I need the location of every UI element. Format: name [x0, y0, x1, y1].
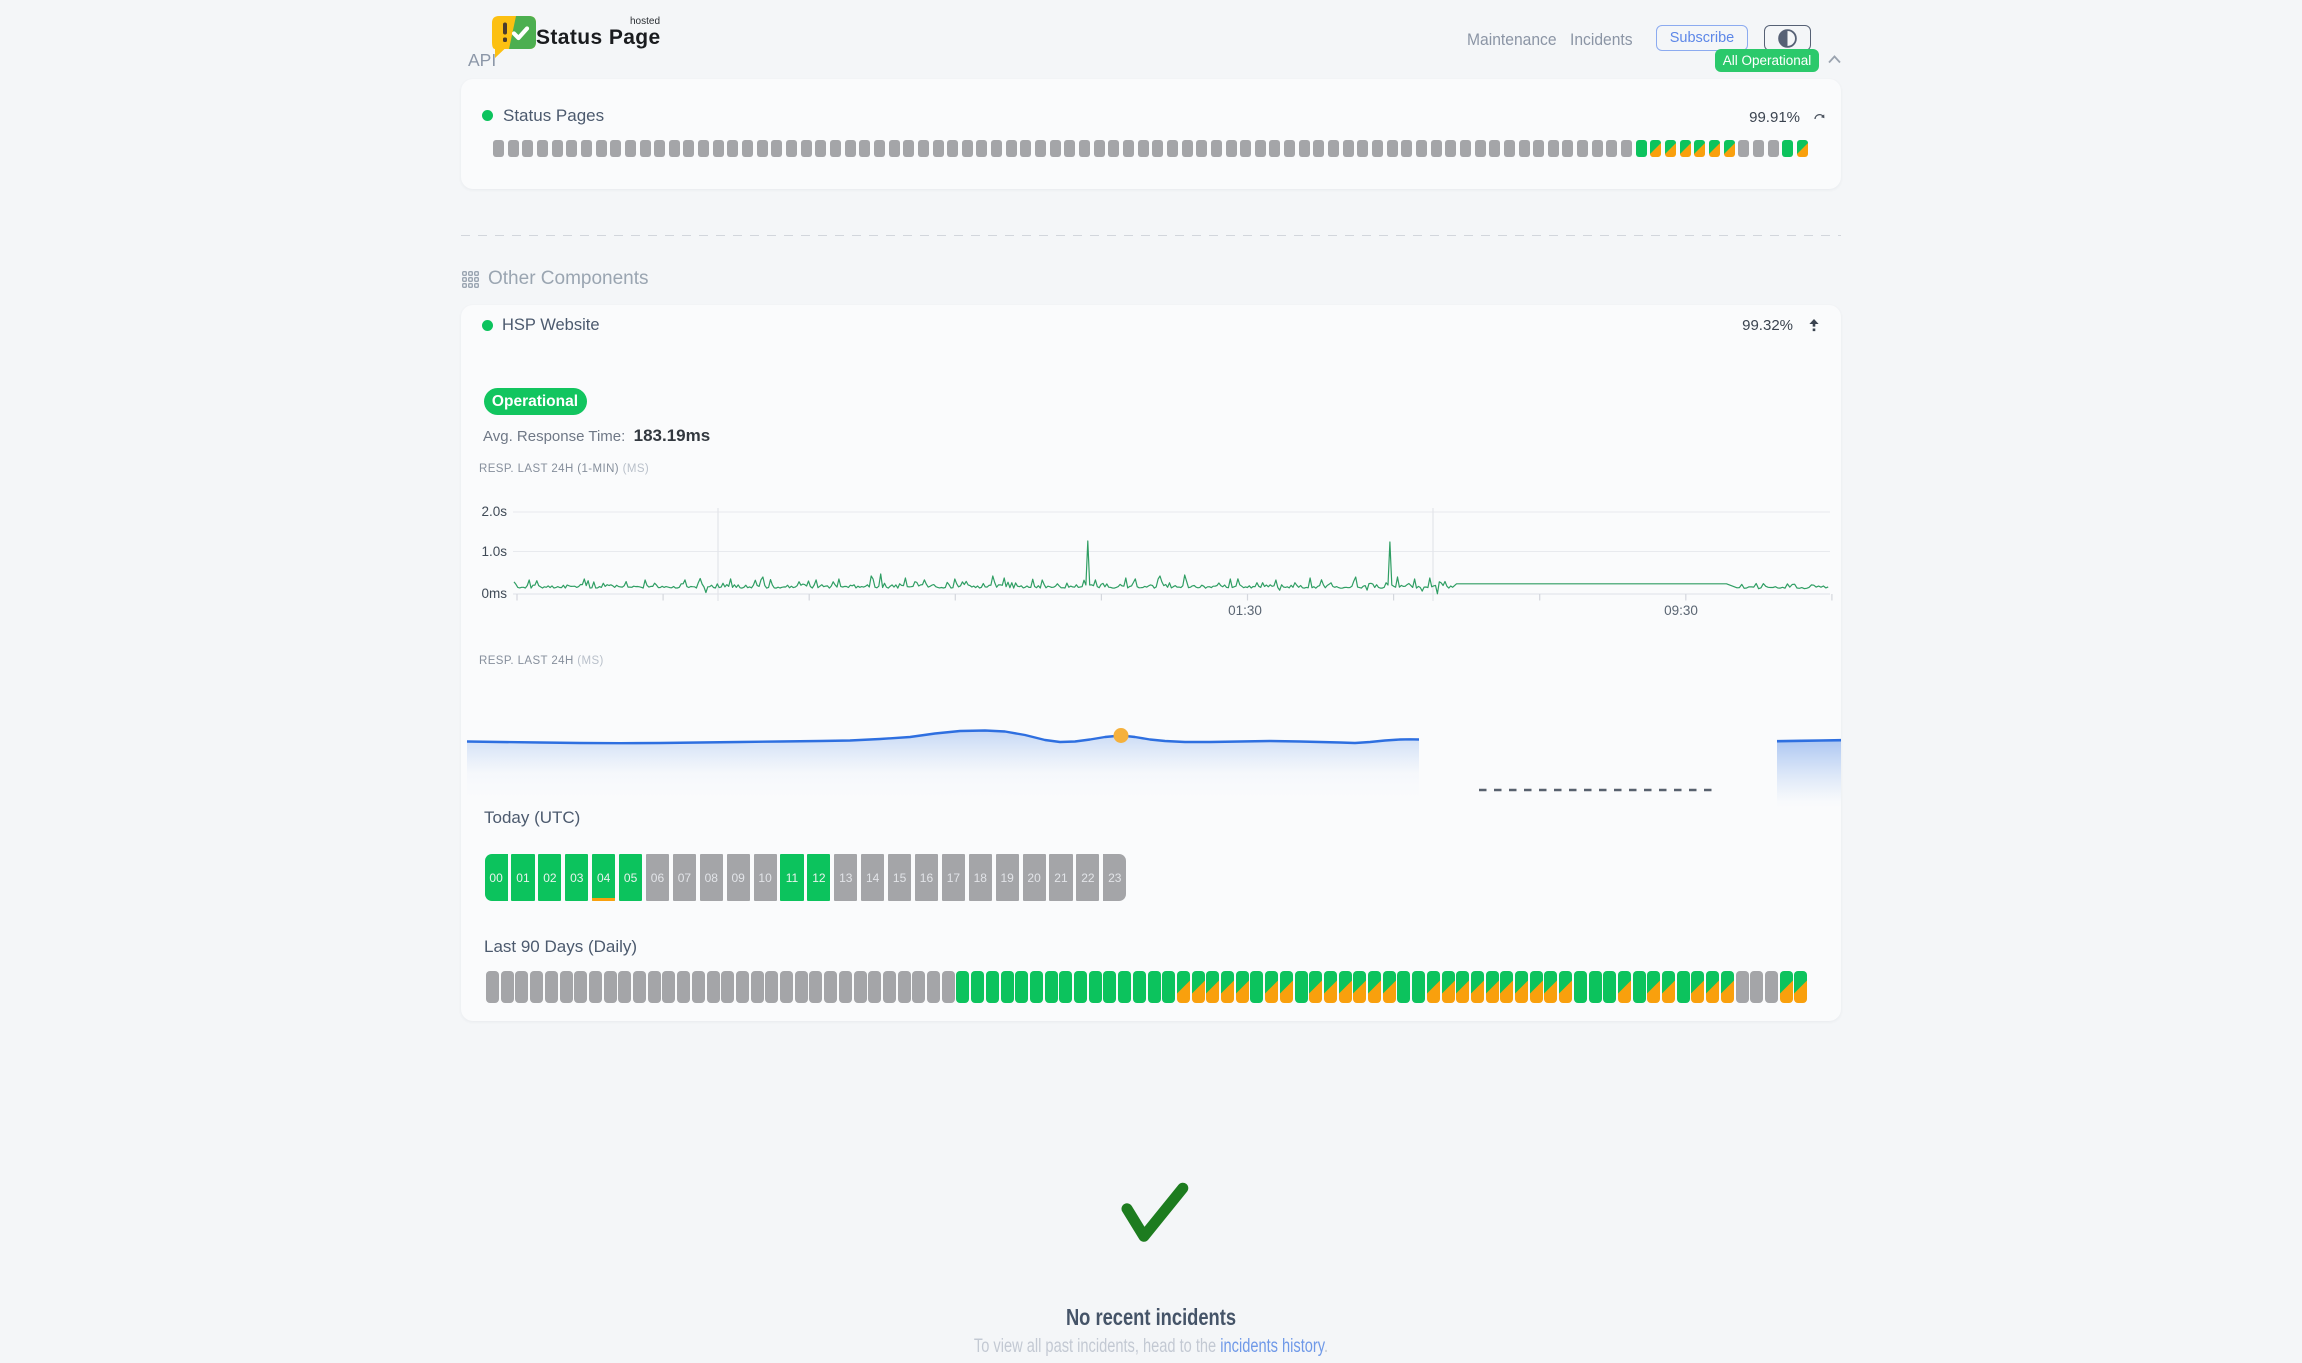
svg-text:01:30: 01:30: [1228, 603, 1262, 618]
svg-text:0ms: 0ms: [481, 586, 507, 601]
svg-text:09:30: 09:30: [1664, 603, 1698, 618]
svg-text:2.0s: 2.0s: [481, 504, 507, 519]
svg-text:1.0s: 1.0s: [481, 544, 507, 559]
